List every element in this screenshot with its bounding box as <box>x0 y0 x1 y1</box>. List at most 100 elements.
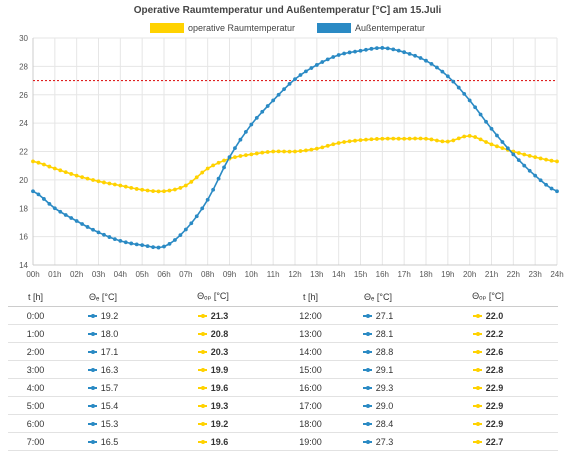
cell-operative-value: 21.3 <box>210 310 229 321</box>
x-tick-label: 00h <box>26 270 39 279</box>
cell-operative-value: 22.9 <box>485 418 504 429</box>
cell-outdoor: 19.2 <box>63 306 143 325</box>
outdoor-series-point <box>451 79 456 84</box>
cell-operative: 20.8 <box>143 324 283 343</box>
cell-outdoor: 17.1 <box>63 342 143 361</box>
cell-operative-value: 20.8 <box>210 328 229 339</box>
operative-marker-icon <box>197 439 207 444</box>
operative-series-point <box>183 183 188 188</box>
x-tick-label: 05h <box>135 270 148 279</box>
outdoor-series-point <box>151 245 155 250</box>
cell-operative-value: 22.7 <box>485 436 504 447</box>
x-tick-label: 10h <box>245 270 258 279</box>
outdoor-series-point <box>112 237 117 242</box>
cell-outdoor-value: 28.8 <box>375 346 394 357</box>
cell-outdoor-value: 28.4 <box>375 418 394 429</box>
cell-operative-value: 19.2 <box>210 418 229 429</box>
outdoor-series-point <box>58 209 63 214</box>
operative-series-point <box>391 136 396 141</box>
outdoor-series-point <box>282 87 286 92</box>
outdoor-series-point <box>31 189 35 194</box>
cell-operative-value: 19.9 <box>210 364 229 375</box>
operative-series-point <box>243 153 248 158</box>
cell-time-value: 7:00 <box>26 436 45 447</box>
operative-series-point <box>402 136 407 141</box>
cell-outdoor: 16.5 <box>63 432 143 451</box>
col-header-operative: Θₒₚ [°C] <box>418 289 558 307</box>
operative-series-point <box>527 153 532 158</box>
operative-series-point <box>336 141 341 145</box>
cell-time: 2:00 <box>8 342 63 361</box>
operative-series-point <box>96 179 101 184</box>
outdoor-marker-icon <box>87 421 97 426</box>
operative-series-point <box>178 186 183 190</box>
operative-series-point <box>456 136 461 141</box>
operative-series-point <box>63 170 68 175</box>
x-tick-label: 13h <box>310 270 323 279</box>
chart-title: Operative Raumtemperatur und Außentemper… <box>133 5 442 16</box>
operative-series-point <box>407 136 412 141</box>
cell-operative-value: 22.8 <box>485 364 504 375</box>
operative-series-point <box>123 184 128 189</box>
x-tick-label: 18h <box>419 270 432 279</box>
cell-outdoor-value: 27.3 <box>375 436 394 447</box>
cell-time: 4:00 <box>8 378 63 397</box>
cell-outdoor-value: 15.7 <box>100 382 119 393</box>
outdoor-series-point <box>265 104 270 108</box>
legend-item-operative[interactable]: operative Raumtemperatur <box>149 23 295 33</box>
y-tick-label: 20 <box>19 176 28 185</box>
cell-outdoor-value: 29.1 <box>375 364 394 375</box>
operative-series-point <box>429 137 434 142</box>
outdoor-marker-icon <box>87 331 97 336</box>
col-header-operative: Θₒₚ [°C] <box>143 289 283 307</box>
cell-operative-value: 22.0 <box>485 310 504 321</box>
outdoor-series-point <box>347 50 352 55</box>
outdoor-series-point <box>173 238 177 242</box>
operative-series-point <box>451 138 456 143</box>
operative-series-point <box>31 159 35 164</box>
operative-series-point <box>112 182 117 187</box>
x-tick-label: 08h <box>201 270 214 279</box>
operative-series-point <box>287 149 292 154</box>
chart-legend: operative Raumtemperatur Außentemperatur <box>0 23 575 33</box>
outdoor-series-point <box>189 221 194 226</box>
cell-operative: 22.0 <box>418 306 558 325</box>
outdoor-series-point <box>538 178 543 183</box>
x-tick-label: 02h <box>70 270 83 279</box>
cell-time: 0:00 <box>8 306 63 325</box>
outdoor-series-point <box>445 74 450 79</box>
cell-outdoor: 29.0 <box>338 396 418 415</box>
outdoor-marker-icon <box>362 331 372 336</box>
outdoor-series-point <box>129 241 134 246</box>
outdoor-series-point <box>211 187 216 192</box>
cell-operative: 19.2 <box>143 414 283 433</box>
cell-time-value: 17:00 <box>299 400 322 411</box>
cell-outdoor: 15.7 <box>63 378 143 397</box>
operative-marker-icon <box>472 313 482 318</box>
table-row: 6:00 15.3 19.2 18:00 28.4 22.9 <box>8 414 558 433</box>
outdoor-series-point <box>102 232 106 237</box>
outdoor-series-point <box>413 53 417 58</box>
y-tick-label: 22 <box>19 148 28 157</box>
legend-item-outdoor[interactable]: Außentemperatur <box>317 23 425 33</box>
outdoor-series-point <box>276 92 281 97</box>
cell-operative: 22.9 <box>418 414 558 433</box>
outdoor-series-point <box>47 201 52 206</box>
outdoor-series-point <box>380 46 385 50</box>
operative-series-point <box>233 155 237 159</box>
outdoor-series-point <box>325 57 330 62</box>
outdoor-series-point <box>85 225 90 229</box>
cell-operative-value: 22.9 <box>485 382 504 393</box>
outdoor-series-point <box>429 62 434 66</box>
outdoor-series-point <box>516 158 521 162</box>
operative-series-point <box>167 188 172 193</box>
outdoor-marker-icon <box>362 385 372 390</box>
x-tick-label: 11h <box>267 270 280 279</box>
cell-outdoor: 18.0 <box>63 324 143 343</box>
cell-outdoor-value: 18.0 <box>100 328 119 339</box>
table-row: 1:00 18.0 20.8 13:00 28.1 22.2 <box>8 324 558 343</box>
outdoor-series-point <box>407 51 412 56</box>
outdoor-marker-icon <box>87 367 97 372</box>
x-tick-label: 21h <box>485 270 498 279</box>
outdoor-series-point <box>309 66 314 70</box>
